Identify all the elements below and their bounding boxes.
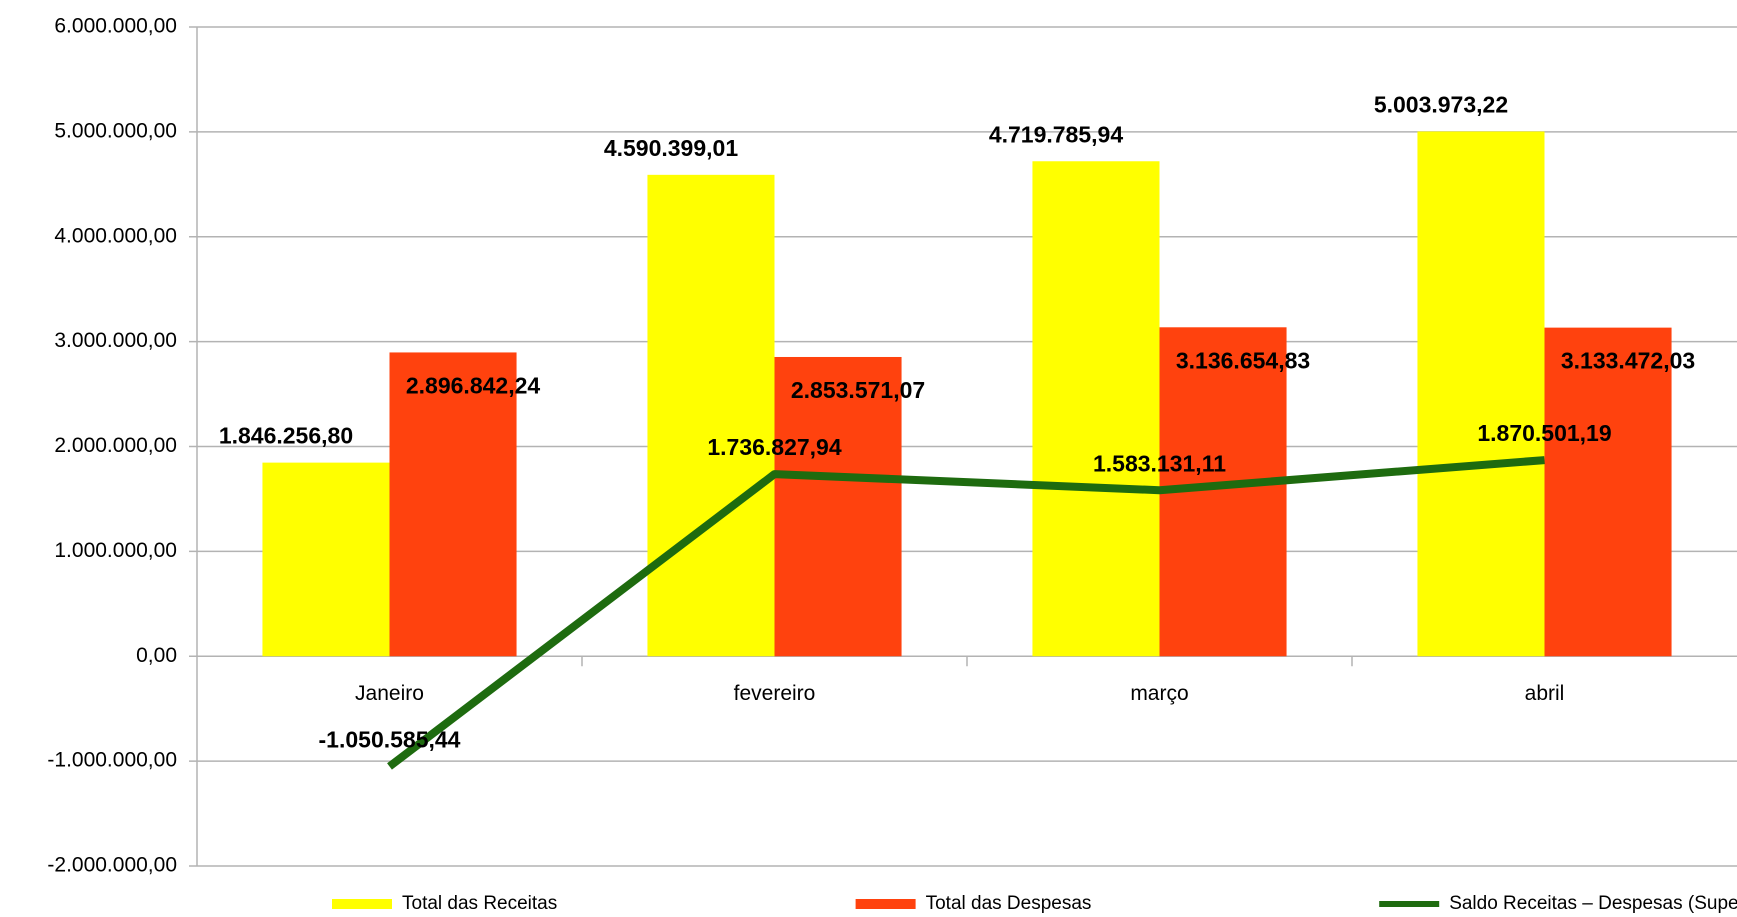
y-tick-label: 5.000.000,00 bbox=[54, 119, 177, 142]
x-tick-label: abril bbox=[1525, 682, 1565, 705]
data-label: 4.719.785,94 bbox=[989, 121, 1124, 147]
x-tick-label: março bbox=[1130, 682, 1188, 705]
y-tick-label: -1.000.000,00 bbox=[47, 749, 177, 772]
legend-swatch bbox=[855, 899, 916, 909]
data-label: 3.136.654,83 bbox=[1176, 347, 1310, 373]
legend-label: Total das Despesas bbox=[926, 893, 1092, 914]
bar bbox=[1544, 327, 1672, 657]
legend-label: Total das Receitas bbox=[402, 893, 557, 914]
y-tick-label: 0,00 bbox=[136, 644, 177, 667]
bar bbox=[647, 174, 775, 657]
line bbox=[387, 456, 1545, 770]
data-label: 2.896.842,24 bbox=[406, 373, 541, 399]
data-label: 5.003.973,22 bbox=[1374, 92, 1508, 118]
legend-swatch bbox=[332, 899, 392, 909]
y-tick-label: 2.000.000,00 bbox=[54, 434, 177, 457]
data-label: 4.590.399,01 bbox=[604, 135, 739, 161]
y-tick-label: 6.000.000,00 bbox=[54, 15, 177, 38]
x-tick-label: Janeiro bbox=[355, 682, 424, 705]
data-label: -1.050.585,44 bbox=[319, 727, 461, 753]
legend-label: Saldo Receitas – Despesas (Superavit) bbox=[1449, 893, 1737, 914]
bar bbox=[262, 462, 390, 657]
bar bbox=[1032, 161, 1160, 657]
data-label: 3.133.472,03 bbox=[1561, 348, 1695, 374]
data-label: 1.846.256,80 bbox=[219, 423, 353, 449]
y-tick-label: 3.000.000,00 bbox=[54, 329, 177, 352]
y-tick-label: -2.000.000,00 bbox=[47, 854, 177, 877]
bar bbox=[1417, 131, 1545, 657]
x-tick-label: fevereiro bbox=[734, 682, 816, 705]
data-label: 1.736.827,94 bbox=[707, 434, 842, 460]
bar bbox=[389, 352, 517, 657]
y-tick-label: 1.000.000,00 bbox=[54, 539, 177, 562]
data-label: 1.583.131,11 bbox=[1093, 450, 1226, 476]
y-tick-label: 4.000.000,00 bbox=[54, 224, 177, 247]
bar bbox=[774, 356, 902, 657]
data-label: 1.870.501,19 bbox=[1477, 420, 1611, 446]
data-label: 2.853.571,07 bbox=[791, 377, 925, 403]
